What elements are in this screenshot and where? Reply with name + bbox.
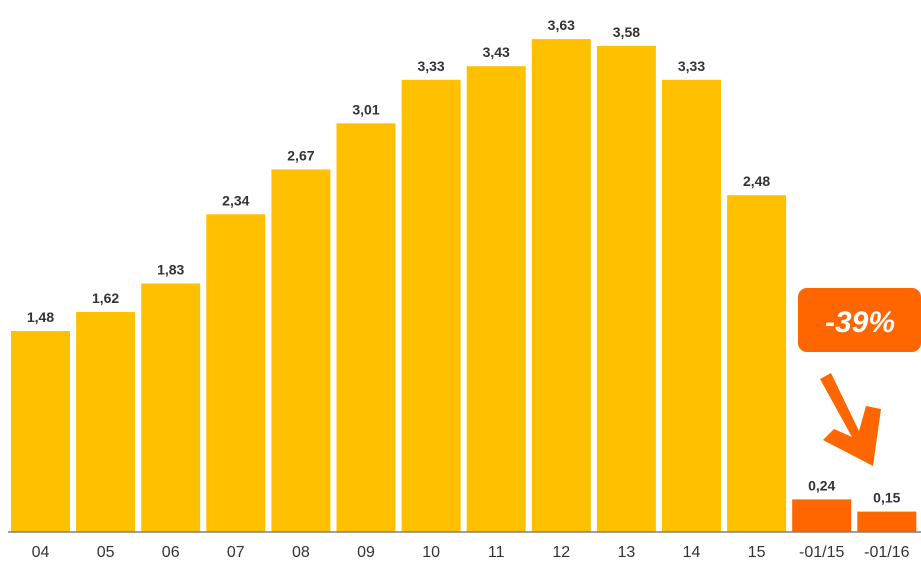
change-badge bbox=[798, 288, 921, 352]
x-tick-label--01/15: -01/15 bbox=[799, 544, 844, 561]
x-tick-label-12: 12 bbox=[552, 544, 570, 561]
x-tick-label--01/16: -01/16 bbox=[864, 544, 909, 561]
x-tick-label-10: 10 bbox=[422, 544, 440, 561]
bar-10 bbox=[401, 79, 461, 533]
x-tick-labels-group: 04 05 06 07 08 09 10 11 12 13 14 15 -01/15 -01/16 bbox=[32, 544, 910, 561]
down-arrow-icon bbox=[820, 373, 881, 466]
value-label-06: 1,83 bbox=[157, 262, 184, 278]
value-label-15: 2,48 bbox=[743, 173, 770, 189]
bar-09 bbox=[336, 123, 396, 533]
bar-11 bbox=[466, 66, 526, 532]
x-tick-label-08: 08 bbox=[292, 544, 310, 561]
value-labels-group: 1,48 1,62 1,83 2,34 2,67 3,01 3,33 3,43 3,63 3,58… bbox=[27, 17, 901, 506]
change-annotation: -39% bbox=[798, 288, 921, 466]
bar-13 bbox=[596, 45, 656, 533]
value-label-08: 2,67 bbox=[287, 147, 314, 163]
bar--01/15 bbox=[792, 499, 852, 532]
value-label--01/16: 0,15 bbox=[873, 490, 900, 506]
bars-group bbox=[11, 39, 917, 533]
value-label-12: 3,63 bbox=[548, 17, 575, 33]
x-tick-label-04: 04 bbox=[32, 544, 50, 561]
bar-08 bbox=[271, 169, 331, 532]
bar-04 bbox=[11, 331, 70, 532]
bar-06 bbox=[141, 283, 201, 532]
bar--01/16 bbox=[857, 511, 917, 532]
x-tick-label-06: 06 bbox=[162, 544, 180, 561]
value-label-09: 3,01 bbox=[352, 101, 379, 117]
x-tick-label-11: 11 bbox=[488, 544, 505, 561]
x-tick-label-09: 09 bbox=[357, 544, 375, 561]
x-tick-label-14: 14 bbox=[683, 544, 701, 561]
value-label-11: 3,43 bbox=[483, 44, 510, 60]
value-label--01/15: 0,24 bbox=[808, 477, 835, 493]
bar-05 bbox=[76, 312, 136, 532]
change-badge-text: -39% bbox=[825, 306, 895, 339]
value-label-07: 2,34 bbox=[222, 192, 249, 208]
value-label-04: 1,48 bbox=[27, 309, 54, 325]
value-label-13: 3,58 bbox=[613, 24, 640, 40]
x-tick-label-13: 13 bbox=[618, 544, 636, 561]
x-tick-label-05: 05 bbox=[97, 544, 115, 561]
bar-12 bbox=[531, 39, 591, 532]
bar-07 bbox=[206, 214, 266, 533]
bar-14 bbox=[662, 79, 721, 533]
value-label-05: 1,62 bbox=[92, 290, 119, 306]
x-tick-label-15: 15 bbox=[748, 544, 766, 561]
bar-15 bbox=[727, 195, 787, 532]
value-label-10: 3,33 bbox=[417, 58, 444, 74]
value-label-14: 3,33 bbox=[678, 58, 705, 74]
x-tick-label-07: 07 bbox=[227, 544, 245, 561]
